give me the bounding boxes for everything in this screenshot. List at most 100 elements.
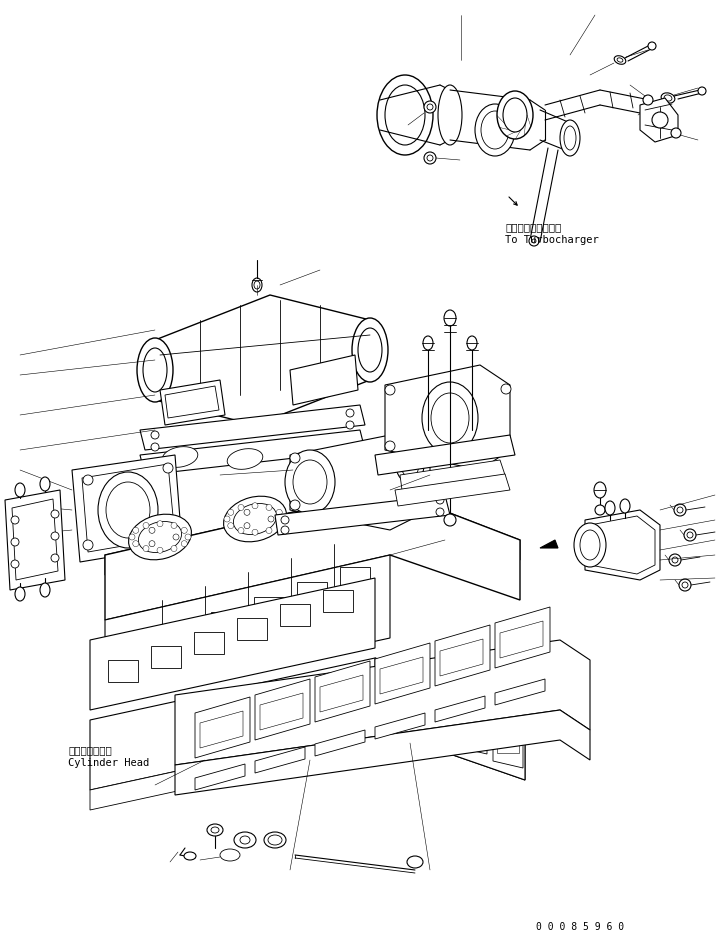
Ellipse shape (98, 472, 158, 548)
Circle shape (501, 384, 511, 394)
Ellipse shape (15, 587, 25, 601)
Circle shape (672, 557, 678, 563)
Circle shape (421, 500, 431, 510)
Circle shape (163, 527, 173, 537)
Circle shape (228, 509, 233, 515)
Circle shape (687, 532, 693, 538)
Circle shape (268, 516, 274, 522)
Polygon shape (495, 679, 545, 705)
Bar (108, 660, 138, 682)
Ellipse shape (620, 499, 630, 513)
Ellipse shape (481, 111, 509, 149)
Circle shape (319, 498, 325, 504)
Circle shape (290, 500, 300, 510)
Ellipse shape (292, 450, 328, 471)
Circle shape (529, 236, 539, 246)
Ellipse shape (661, 93, 675, 103)
Circle shape (132, 527, 139, 533)
Circle shape (347, 511, 353, 517)
Circle shape (173, 534, 179, 540)
Bar (254, 597, 284, 622)
Polygon shape (375, 658, 525, 780)
Polygon shape (320, 675, 363, 712)
Polygon shape (493, 708, 523, 768)
Ellipse shape (207, 824, 223, 836)
Circle shape (252, 529, 258, 535)
Ellipse shape (211, 827, 219, 833)
Ellipse shape (319, 478, 382, 524)
Polygon shape (175, 710, 590, 795)
Ellipse shape (614, 55, 626, 64)
Circle shape (648, 42, 656, 50)
Circle shape (333, 487, 339, 493)
Circle shape (244, 509, 250, 515)
Ellipse shape (503, 98, 527, 132)
Polygon shape (315, 661, 370, 722)
Circle shape (361, 487, 367, 493)
Bar (340, 567, 370, 592)
Circle shape (151, 443, 159, 451)
Polygon shape (375, 435, 515, 475)
Circle shape (424, 101, 436, 113)
Circle shape (281, 516, 289, 524)
Ellipse shape (223, 496, 286, 541)
Circle shape (679, 579, 691, 591)
Bar (280, 604, 310, 626)
Polygon shape (105, 555, 390, 700)
Bar (461, 704, 483, 739)
Ellipse shape (385, 85, 425, 145)
Polygon shape (90, 658, 525, 790)
Circle shape (244, 523, 250, 528)
Ellipse shape (475, 104, 515, 156)
Ellipse shape (15, 483, 25, 497)
Polygon shape (585, 510, 660, 580)
Circle shape (185, 534, 191, 540)
Text: 0 0 0 8 5 9 6 0: 0 0 0 8 5 9 6 0 (536, 922, 624, 932)
Polygon shape (315, 730, 365, 756)
Circle shape (11, 538, 19, 546)
Polygon shape (82, 464, 175, 552)
Ellipse shape (268, 835, 282, 845)
Circle shape (281, 526, 289, 534)
Circle shape (266, 505, 272, 510)
Polygon shape (375, 643, 430, 704)
Circle shape (674, 504, 686, 516)
Circle shape (372, 492, 377, 497)
Bar (125, 642, 155, 667)
Ellipse shape (564, 126, 576, 150)
Polygon shape (255, 679, 310, 740)
Polygon shape (275, 495, 450, 535)
Ellipse shape (605, 501, 615, 515)
Ellipse shape (143, 348, 167, 392)
Circle shape (51, 510, 59, 518)
Circle shape (157, 547, 163, 554)
Circle shape (132, 540, 139, 547)
Circle shape (684, 529, 696, 541)
Circle shape (151, 431, 159, 439)
Circle shape (363, 498, 369, 504)
Circle shape (51, 554, 59, 562)
Circle shape (427, 155, 433, 161)
Circle shape (238, 527, 244, 534)
Polygon shape (260, 693, 303, 730)
Polygon shape (385, 666, 415, 726)
Circle shape (323, 505, 329, 510)
Polygon shape (90, 578, 375, 710)
Circle shape (266, 527, 272, 534)
Ellipse shape (422, 382, 478, 454)
Bar (194, 632, 224, 654)
Circle shape (421, 453, 431, 463)
Circle shape (11, 560, 19, 568)
Circle shape (83, 540, 93, 550)
Polygon shape (540, 540, 558, 548)
Ellipse shape (234, 832, 256, 848)
Circle shape (276, 509, 282, 515)
Circle shape (224, 516, 230, 522)
Circle shape (532, 239, 536, 243)
Polygon shape (105, 490, 520, 620)
Circle shape (290, 453, 300, 463)
Polygon shape (385, 365, 510, 470)
Polygon shape (375, 713, 425, 739)
Circle shape (427, 104, 433, 110)
Polygon shape (440, 639, 483, 676)
